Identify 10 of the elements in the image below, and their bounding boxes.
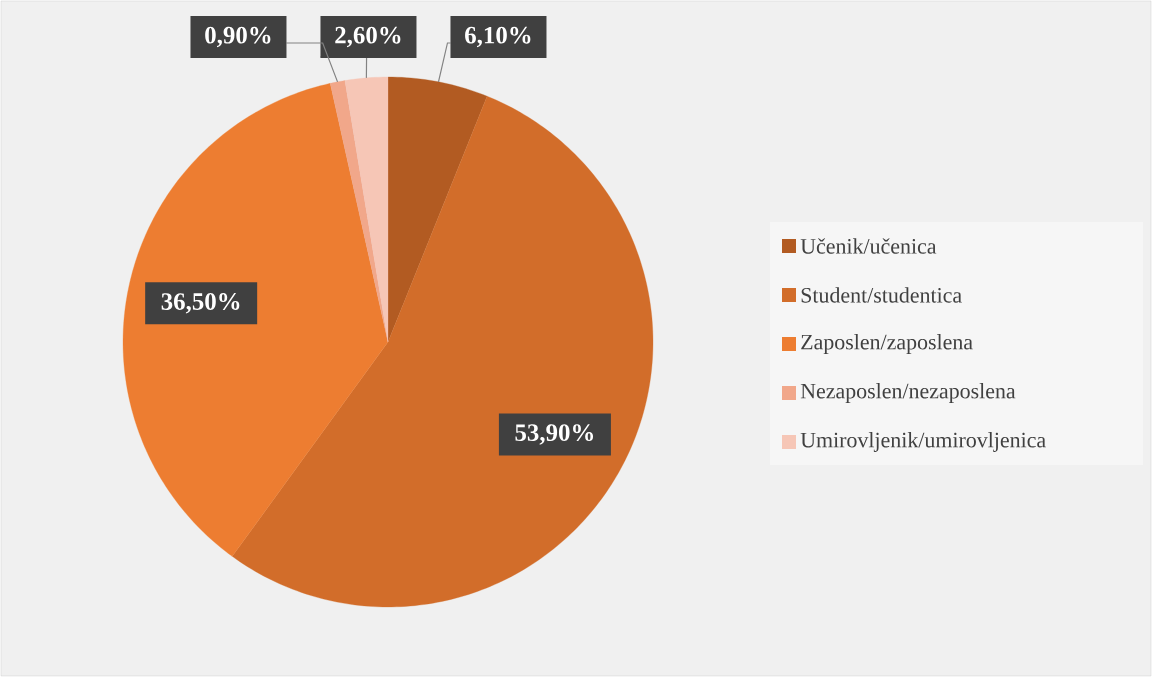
data-label: 6,10% xyxy=(465,26,531,48)
data-label: 2,60% xyxy=(335,26,401,48)
legend-label: Učenik/učenica xyxy=(800,238,937,254)
legend-label: Zaposlen/zaposlena xyxy=(801,334,973,354)
legend-label: Student/studentica xyxy=(801,287,962,303)
data-label: 0,90% xyxy=(205,26,271,48)
legend-label: Umirovljenik/umirovljenica xyxy=(800,432,1046,452)
data-label: 53,90% xyxy=(515,424,594,445)
legend-label: Nezaposlen/nezaposlena xyxy=(800,383,1016,403)
data-label: 36,50% xyxy=(161,293,240,314)
